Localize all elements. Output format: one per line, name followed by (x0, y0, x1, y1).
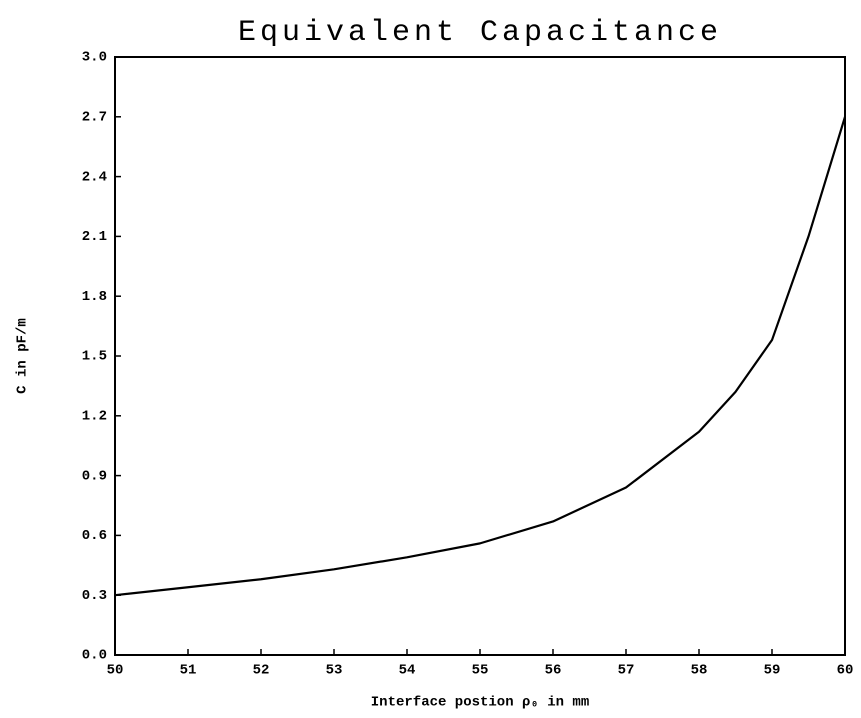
y-tick-label: 1.2 (82, 409, 107, 425)
x-tick-label: 57 (618, 663, 635, 679)
y-tick-label: 0.6 (82, 528, 107, 544)
y-tick-label: 0.0 (82, 648, 107, 664)
y-tick-label: 0.9 (82, 468, 107, 484)
y-tick-label: 0.3 (82, 588, 107, 604)
x-tick-label: 60 (837, 663, 854, 679)
y-tick-label: 1.8 (82, 289, 107, 305)
x-tick-label: 51 (180, 663, 197, 679)
x-tick-label: 50 (107, 663, 124, 679)
chart-title: Equivalent Capacitance (238, 16, 722, 50)
y-tick-label: 2.4 (82, 169, 107, 185)
x-axis-label: Interface postion ρ₀ in mm (371, 695, 589, 711)
y-tick-label: 2.7 (82, 110, 107, 126)
x-tick-label: 53 (326, 663, 343, 679)
y-tick-label: 2.1 (82, 229, 107, 245)
x-tick-label: 54 (399, 663, 416, 679)
y-axis-label: C in pF/m (15, 318, 31, 394)
x-tick-label: 58 (691, 663, 708, 679)
x-tick-label: 56 (545, 663, 562, 679)
x-tick-label: 52 (253, 663, 270, 679)
y-tick-label: 1.5 (82, 349, 107, 365)
y-tick-label: 3.0 (82, 50, 107, 66)
x-tick-label: 55 (472, 663, 489, 679)
data-line (114, 116, 847, 597)
plot-frame (114, 56, 846, 656)
x-tick-label: 59 (764, 663, 781, 679)
